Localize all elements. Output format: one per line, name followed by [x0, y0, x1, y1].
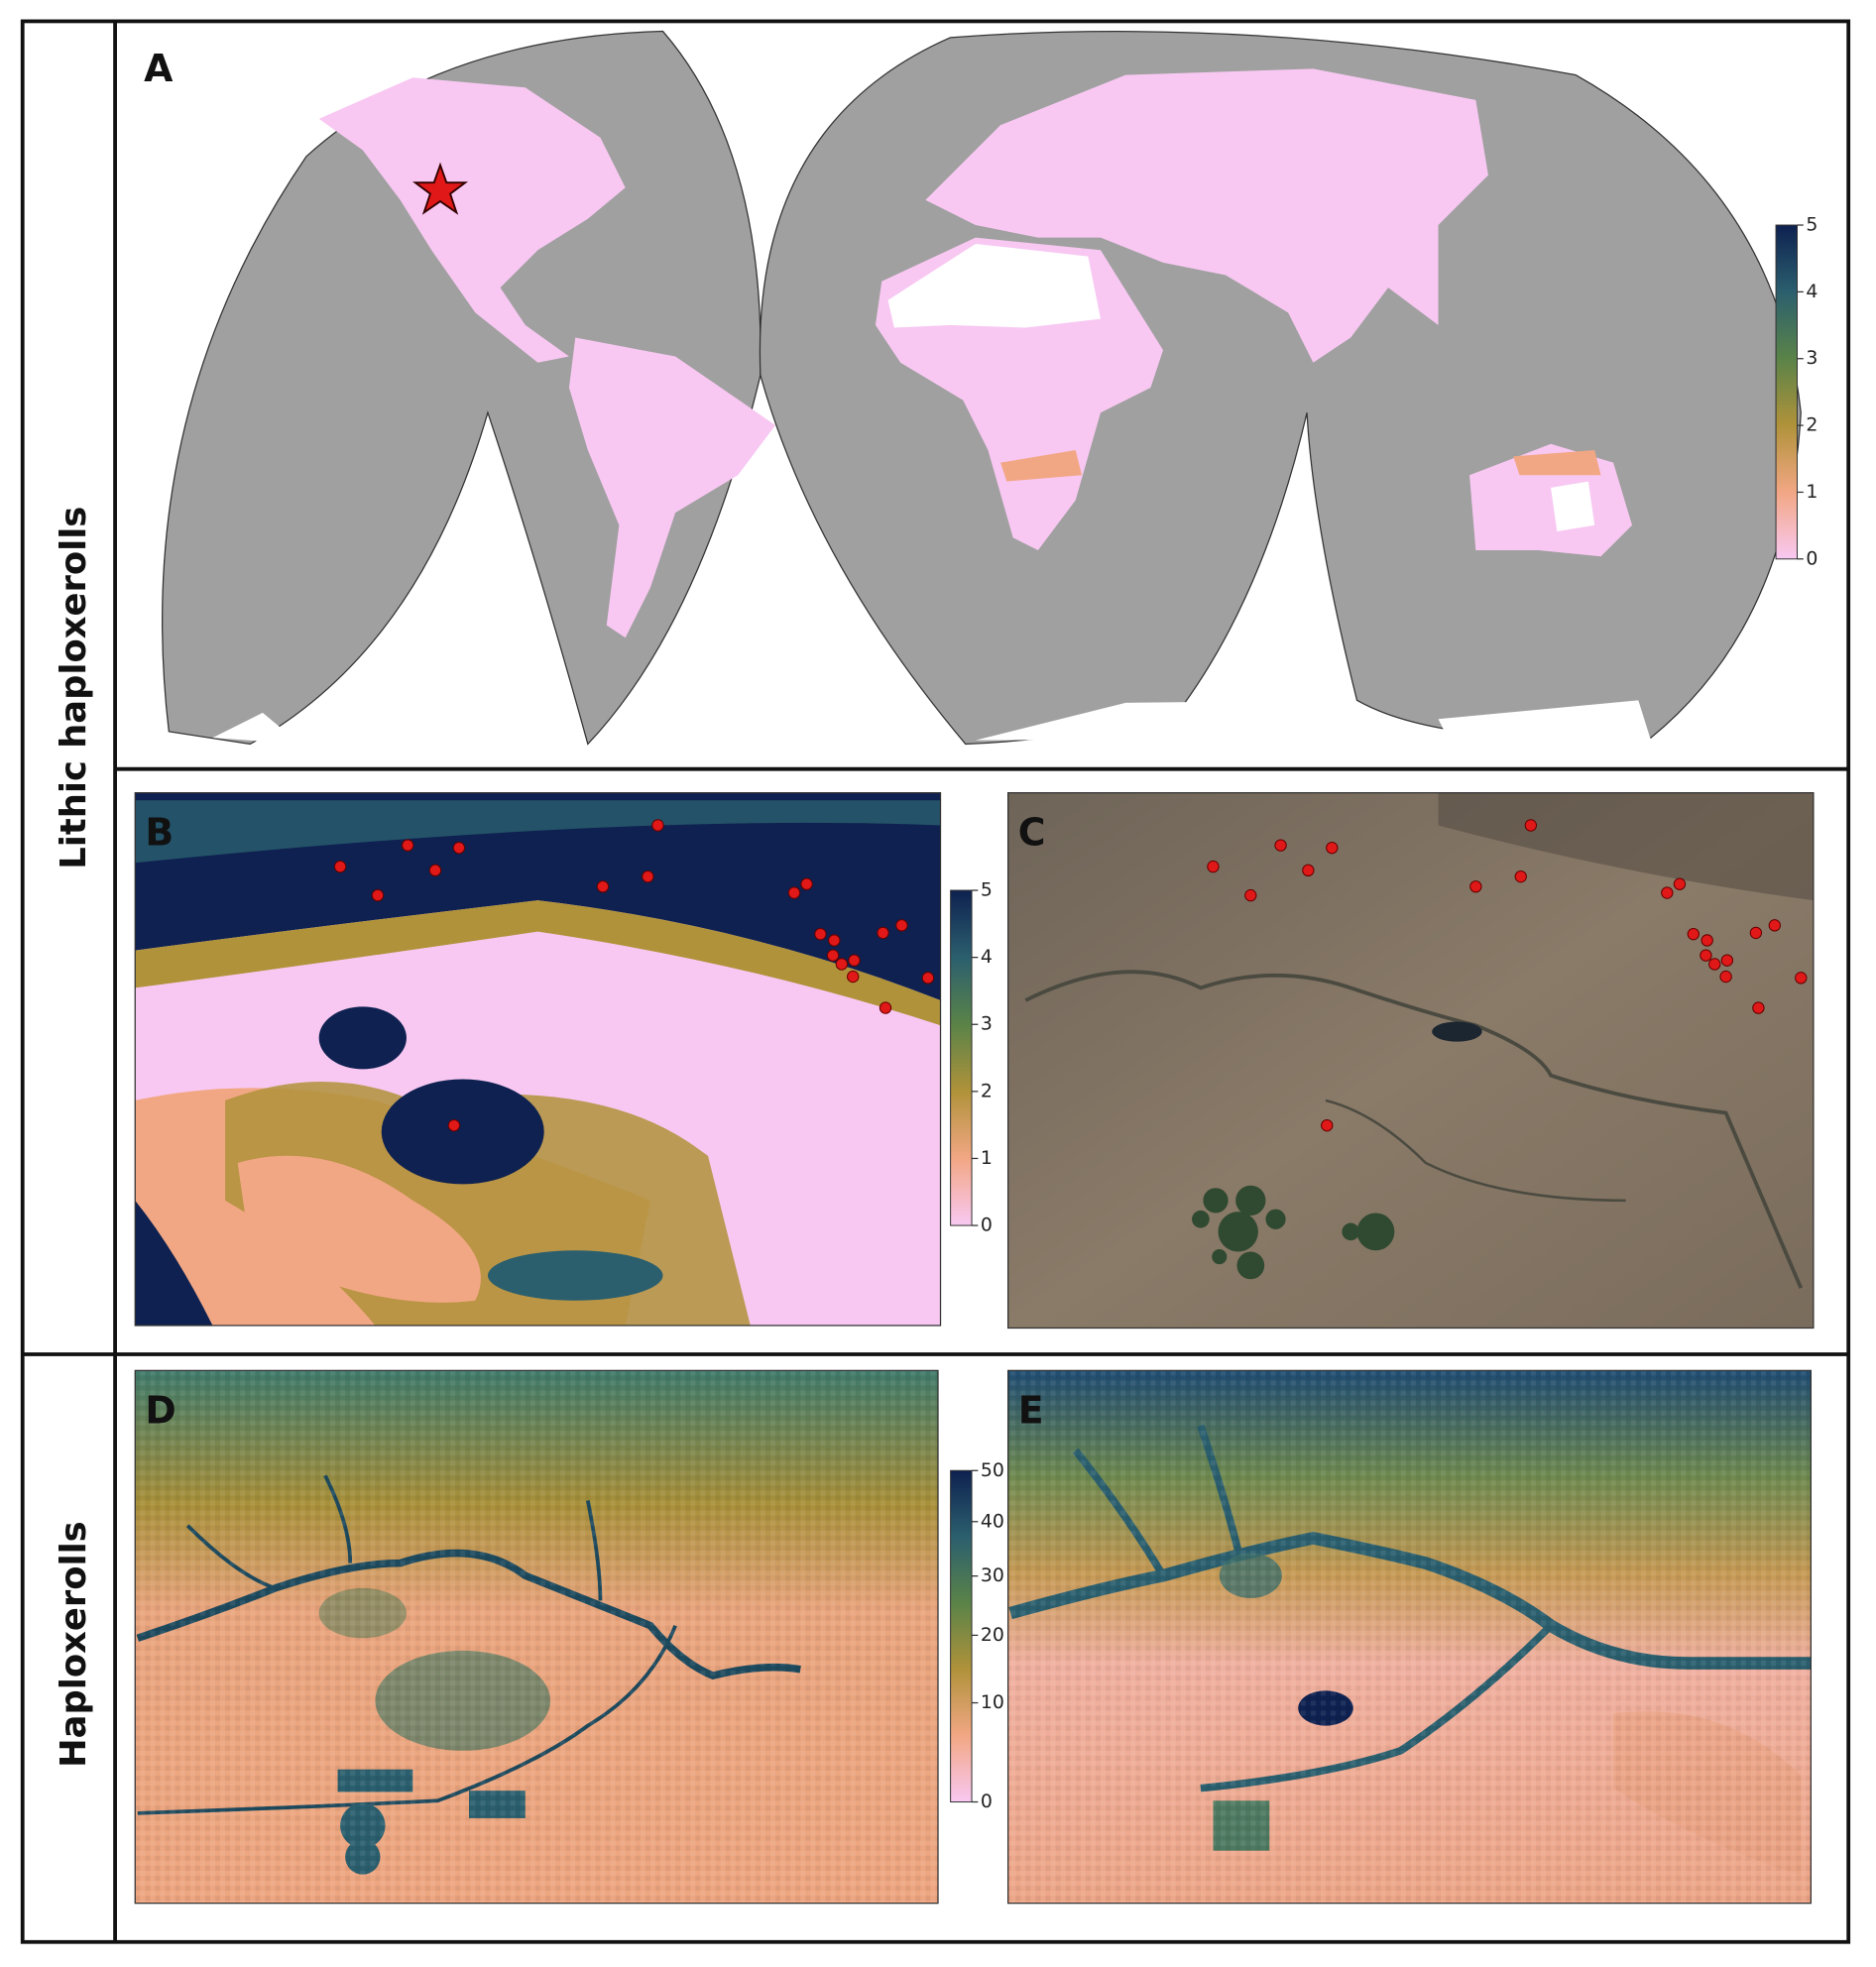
sample-point	[1469, 880, 1482, 893]
colorbar-tick-label: 3	[1806, 347, 1817, 369]
sample-point	[1661, 886, 1674, 899]
colorbar-tick-label: 4	[1806, 281, 1817, 302]
colorbar-tick-label: 30	[981, 1564, 1004, 1586]
panel-label: D	[145, 1388, 176, 1432]
colorbar-tick-label: 20	[981, 1624, 1004, 1646]
panel-label: B	[145, 811, 174, 855]
colorbar-tick-label: 2	[981, 1080, 993, 1101]
colorbar-tick-label: 0	[1806, 547, 1817, 569]
colorbar-tick-label: 50	[981, 1459, 1004, 1481]
sample-point	[1673, 877, 1687, 890]
satellite-c	[1007, 792, 1814, 1329]
sample-point	[1752, 1001, 1765, 1014]
colorbar	[1775, 224, 1799, 560]
sample-point	[1708, 958, 1721, 971]
frame	[20, 19, 1851, 1944]
colorbar-tick-label: 3	[981, 1013, 993, 1035]
map-d	[135, 1370, 938, 1904]
sample-point	[877, 926, 889, 940]
world-map	[162, 30, 1802, 746]
panel-label: C	[1018, 811, 1046, 855]
colorbar-tick-label: 1	[1806, 481, 1817, 503]
map-b	[135, 792, 941, 1326]
sample-point	[1207, 860, 1220, 873]
sample-point	[1700, 949, 1712, 962]
row-label: Haploxerolls	[54, 1521, 94, 1768]
panel-label: A	[144, 47, 174, 90]
sample-point	[1524, 819, 1538, 832]
sample-point	[452, 841, 466, 855]
sample-point	[1768, 919, 1781, 932]
sample-point	[1700, 934, 1713, 947]
sample-point	[402, 839, 414, 852]
sample-point	[1244, 888, 1257, 902]
sample-point	[1720, 954, 1734, 967]
colorbar	[950, 1469, 973, 1803]
colorbar-tick-label: 4	[981, 946, 993, 968]
sample-point	[447, 1118, 461, 1132]
sample-point	[895, 919, 908, 932]
sample-point	[642, 869, 654, 883]
colorbar-tick-label: 0	[981, 1215, 993, 1236]
sample-point	[1719, 970, 1732, 984]
colorbar-tick-label: 5	[1806, 214, 1817, 236]
sample-point	[828, 934, 841, 947]
sample-point	[1274, 839, 1287, 852]
colorbar-tick-label: 5	[981, 879, 993, 901]
row-label: Lithic haploxerolls	[54, 507, 94, 869]
map-border	[134, 792, 942, 1327]
sample-point	[596, 880, 610, 893]
sample-point	[800, 877, 813, 890]
sample-point	[826, 949, 840, 962]
sample-point	[651, 819, 664, 832]
map-border	[1007, 792, 1815, 1330]
sample-point	[787, 886, 801, 899]
colorbar-tick-label: 0	[981, 1791, 993, 1812]
sample-point	[1321, 1118, 1334, 1132]
colorbar	[950, 889, 973, 1226]
sample-point	[428, 864, 442, 877]
sample-point	[1687, 927, 1700, 941]
sample-point	[814, 927, 827, 941]
sample-point	[1326, 841, 1339, 855]
panel-label: E	[1018, 1388, 1044, 1432]
colorbar-tick-label: 10	[981, 1691, 1004, 1713]
sample-point	[847, 970, 860, 984]
sample-point	[879, 1001, 892, 1014]
sample-point	[371, 888, 385, 902]
map-e	[1007, 1370, 1812, 1904]
map-border	[134, 1369, 939, 1905]
sample-point	[848, 954, 861, 967]
sample-point	[835, 958, 849, 971]
sample-point	[1302, 864, 1315, 877]
sample-points	[333, 819, 1808, 1132]
colorbar-tick-label: 1	[981, 1147, 993, 1169]
colorbar-tick-label: 40	[981, 1510, 1004, 1532]
sample-point	[1749, 926, 1763, 940]
sample-point	[1514, 869, 1527, 883]
map-border	[1007, 1369, 1813, 1905]
sample-point	[921, 972, 935, 984]
colorbar-tick-label: 2	[1806, 414, 1817, 436]
sample-point	[1795, 972, 1808, 984]
sample-point	[333, 860, 347, 873]
